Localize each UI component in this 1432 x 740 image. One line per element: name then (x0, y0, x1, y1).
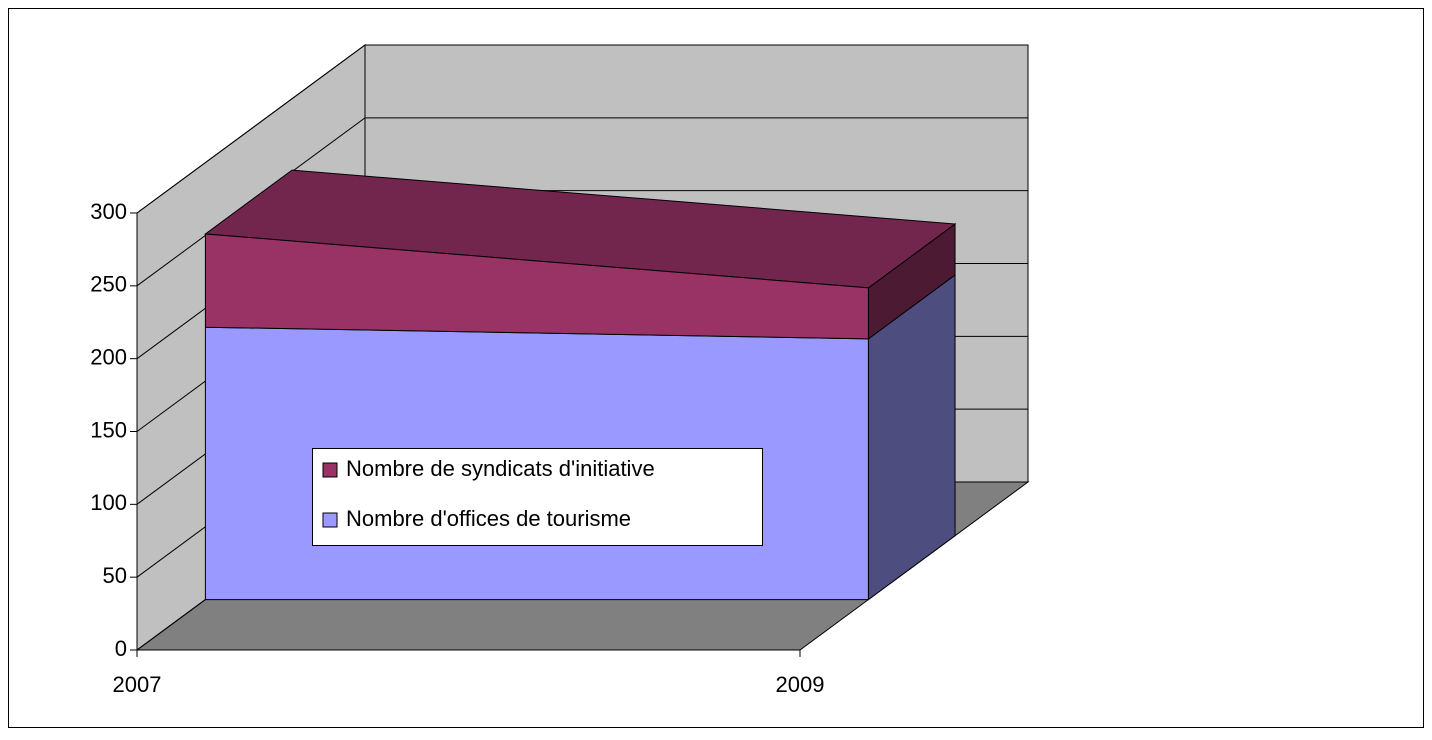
y-tick-label: 300 (90, 199, 127, 224)
y-tick-label: 250 (90, 272, 127, 297)
legend-box (312, 448, 763, 546)
legend-label: Nombre de syndicats d'initiative (346, 456, 655, 481)
y-tick-label: 100 (90, 490, 127, 515)
y-tick-label: 200 (90, 344, 127, 369)
x-tick-label: 2009 (776, 672, 825, 697)
legend: Nombre de syndicats d'initiative Nombre d… (312, 448, 763, 546)
plot: 0 50 100 150 200 250 300 2007 2009 Nombre de synd… (90, 44, 1030, 697)
area (204, 233, 869, 340)
grid-line (136, 44, 1028, 214)
y-tick-label: 50 (103, 563, 127, 588)
y-tick-label: 0 (115, 636, 127, 661)
legend-label: Nombre d'offices de tourisme (346, 506, 631, 531)
legend-swatch (322, 512, 338, 528)
legend-swatch (322, 462, 338, 478)
y-tick-label: 150 (90, 417, 127, 442)
x-tick-label: 2007 (113, 672, 162, 697)
